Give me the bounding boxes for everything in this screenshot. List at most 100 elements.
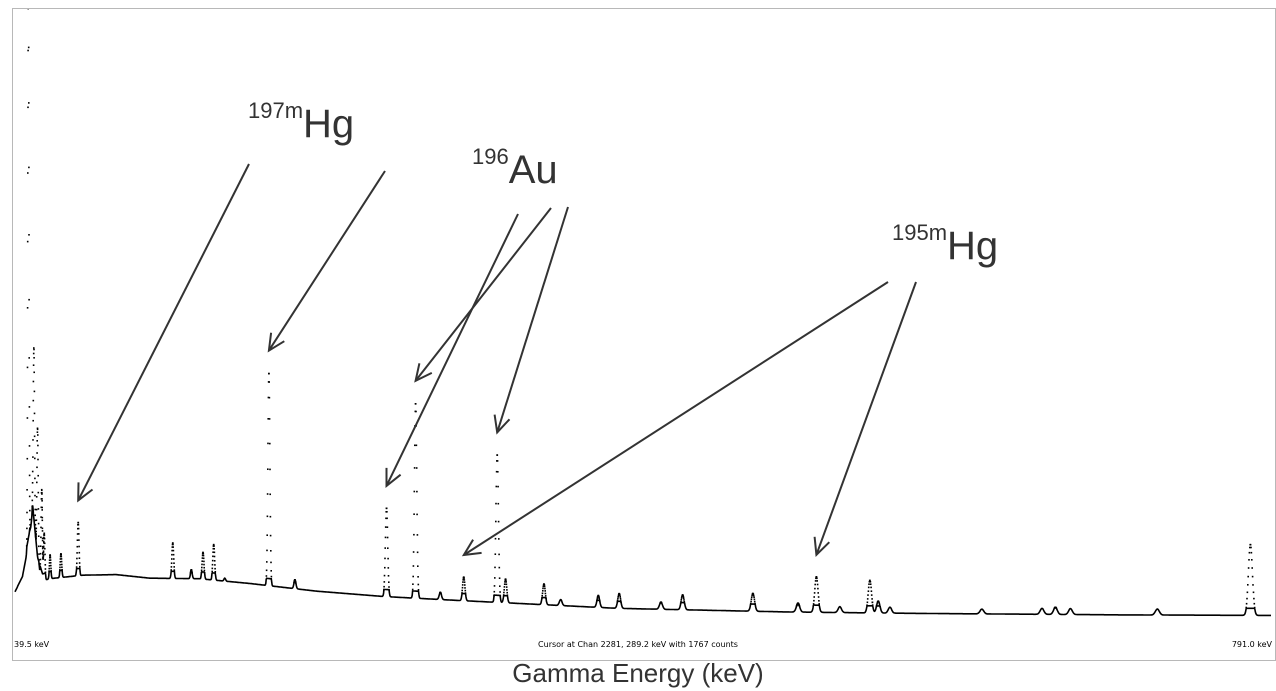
spectrum-point <box>26 545 28 547</box>
spectrum-point <box>33 364 35 366</box>
spectrum-point <box>816 576 818 578</box>
annotation-arrow <box>78 164 249 500</box>
spectrum-point <box>1246 603 1248 605</box>
spectrum-point <box>815 580 817 582</box>
spectrum-point <box>870 587 872 589</box>
spectrum-point <box>50 570 52 572</box>
spectrum-point <box>29 519 31 521</box>
spectrum-point <box>813 603 815 605</box>
spectrum-point <box>1248 567 1250 569</box>
spectrum-point <box>37 431 39 433</box>
spectrum-point <box>813 596 815 598</box>
spectrum-point <box>35 531 37 533</box>
spectrum-point <box>77 539 79 541</box>
spectrum-point <box>45 572 47 574</box>
spectrum-point <box>38 508 40 510</box>
spectrum-point <box>1250 544 1252 546</box>
spectrum-point <box>295 582 297 584</box>
spectrum-peak <box>541 583 547 599</box>
spectrum-point <box>201 572 203 574</box>
spectrum-point <box>27 241 29 243</box>
spectrum-point <box>173 550 175 552</box>
spectrum-point <box>32 482 34 484</box>
spectrum-point <box>753 595 755 597</box>
spectrum-point <box>41 489 43 491</box>
spectrum-point <box>214 568 216 570</box>
spectrum-point <box>29 406 31 408</box>
annotation-element: Hg <box>303 102 354 146</box>
annotation-au-196: 196Au <box>472 150 558 190</box>
spectrum-point <box>35 524 37 526</box>
spectrum-point <box>213 544 215 546</box>
spectrum-point <box>683 599 685 601</box>
spectrum-point <box>598 597 600 599</box>
spectrum-point <box>750 601 752 603</box>
spectrum-point <box>413 565 415 567</box>
spectrum-point <box>36 440 38 442</box>
spectrum-point <box>34 495 36 497</box>
spectrum-point <box>201 564 203 566</box>
spectrum-point <box>506 586 508 588</box>
spectrum-point <box>266 570 268 572</box>
spectrum-point <box>269 443 271 445</box>
spectrum-point <box>1252 576 1254 578</box>
spectrum-point <box>50 565 52 567</box>
spectrum-point <box>387 547 389 549</box>
spectrum-point <box>33 357 35 359</box>
spectrum-point <box>414 467 416 469</box>
spectrum-point <box>29 524 31 526</box>
spectrum-peak <box>170 542 175 571</box>
spectrum-point <box>870 581 872 583</box>
spectrum-point <box>412 589 414 591</box>
spectrum-point <box>818 596 820 598</box>
spectrum-point <box>201 570 203 572</box>
spectrum-point <box>499 567 501 569</box>
spectrum-point <box>79 566 81 568</box>
spectrum-point <box>497 471 499 473</box>
spectrum-point <box>201 567 203 569</box>
spectrum-point <box>41 507 43 509</box>
spectrum-point <box>41 500 43 502</box>
spectrum-point <box>173 566 175 568</box>
spectrum-peak <box>439 592 442 595</box>
spectrum-point <box>497 460 499 462</box>
spectrum-point <box>31 506 33 508</box>
spectrum-point <box>50 557 52 559</box>
spectrum-point <box>29 475 31 477</box>
spectrum-point <box>50 568 52 570</box>
spectrum-point <box>172 544 174 546</box>
spectrum-point <box>268 381 270 383</box>
spectrum-point <box>867 598 869 600</box>
spectrum-point <box>868 590 870 592</box>
spectrum-point <box>36 509 38 511</box>
spectrum-point <box>417 552 419 554</box>
spectrum-point <box>50 559 52 561</box>
spectrum-point <box>681 597 683 599</box>
spectrum-point <box>754 601 756 603</box>
spectrum-point <box>171 558 173 560</box>
spectrum-point <box>36 496 38 498</box>
spectrum-point <box>204 572 206 574</box>
spectrum-point <box>388 567 390 569</box>
spectrum-point <box>26 538 28 540</box>
spectrum-point <box>33 400 35 402</box>
spectrum-point <box>40 553 42 555</box>
annotation-arrow <box>416 208 551 381</box>
spectrum-point <box>267 493 269 495</box>
spectrum-point <box>26 489 28 491</box>
spectrum-point <box>40 527 42 529</box>
spectrum-point <box>28 357 30 359</box>
spectrum-point <box>267 468 269 470</box>
spectrum-point <box>50 562 52 564</box>
spectrum-point <box>40 559 42 561</box>
spectrum-point <box>683 596 685 598</box>
spectrum-point <box>818 600 820 602</box>
spectrum-point <box>37 445 39 447</box>
spectrum-point <box>29 510 31 512</box>
annotation-hg-195m: 195mHg <box>892 226 998 266</box>
spectrum-point <box>201 560 203 562</box>
spectrum-point <box>37 475 39 477</box>
spectrum-point <box>499 585 501 587</box>
spectrum-point <box>266 550 268 552</box>
spectrum-point <box>38 535 40 537</box>
